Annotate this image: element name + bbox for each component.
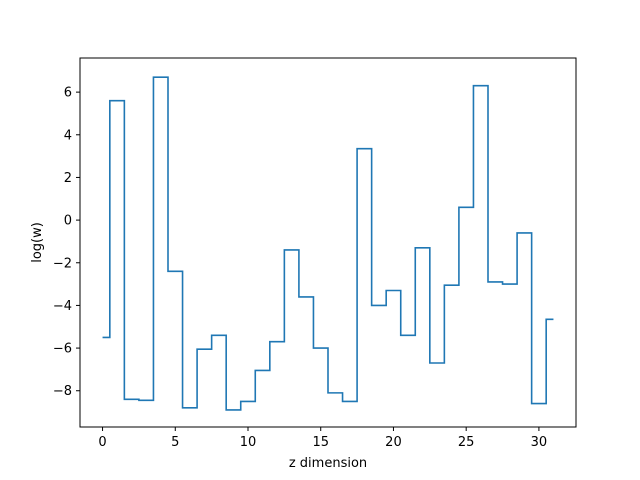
x-tick-label: 30 bbox=[531, 435, 548, 450]
y-tick-label: 4 bbox=[64, 128, 72, 143]
y-tick-label: 6 bbox=[64, 86, 72, 101]
y-tick-label: −8 bbox=[53, 384, 72, 399]
axes: 0 5 10 15 20 25 30 −8 −6 −4 −2 0 2 4 6 bbox=[53, 57, 577, 450]
y-axis-label: log(w) bbox=[30, 222, 45, 263]
x-tick-label: 5 bbox=[171, 435, 179, 450]
y-tick-label: −6 bbox=[53, 342, 72, 357]
x-tick-label: 25 bbox=[458, 435, 475, 450]
x-tick-label: 20 bbox=[385, 435, 402, 450]
plot-area bbox=[102, 76, 554, 411]
axes-frame bbox=[79, 57, 577, 428]
y-tick-label: −2 bbox=[53, 256, 72, 271]
x-tick-label: 0 bbox=[98, 435, 106, 450]
y-tick-label: 0 bbox=[64, 214, 72, 229]
series-line-0 bbox=[102, 76, 554, 411]
y-tick-label: 2 bbox=[64, 171, 72, 186]
x-tick-label: 15 bbox=[312, 435, 329, 450]
x-tick-label: 10 bbox=[240, 435, 257, 450]
x-axis-label: z dimension bbox=[289, 456, 367, 471]
y-tick-label: −4 bbox=[53, 299, 72, 314]
